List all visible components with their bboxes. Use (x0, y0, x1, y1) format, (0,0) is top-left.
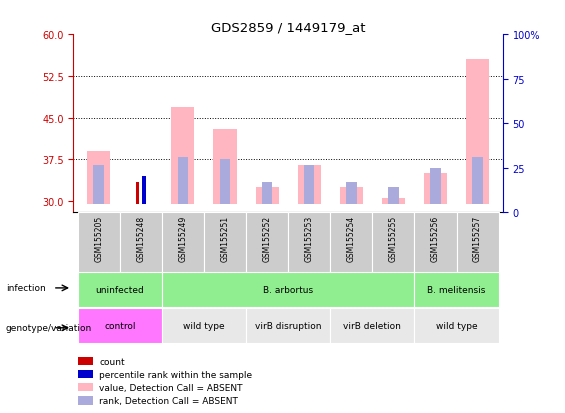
Text: rank, Detection Call = ABSENT: rank, Detection Call = ABSENT (99, 396, 238, 405)
Text: wild type: wild type (436, 322, 477, 330)
Bar (255, 188, 279, 204)
Bar (388, 188, 399, 204)
Bar (424, 174, 447, 204)
Bar (340, 188, 363, 204)
Bar (415, 309, 499, 344)
Text: infection: infection (6, 284, 46, 293)
Bar (262, 182, 272, 204)
Bar (430, 169, 441, 204)
Text: GSM155205: GSM155205 (94, 215, 103, 261)
Text: B. arbortus: B. arbortus (263, 286, 313, 294)
Bar (162, 309, 246, 344)
Bar (331, 213, 372, 273)
Bar (136, 182, 140, 204)
Text: count: count (99, 357, 125, 366)
Bar (162, 273, 415, 308)
Bar (382, 199, 405, 204)
Text: GSM155257: GSM155257 (473, 215, 482, 261)
Bar (457, 213, 499, 273)
Bar (372, 213, 415, 273)
Bar (466, 60, 489, 204)
Text: genotype/variation: genotype/variation (6, 323, 92, 332)
Bar (78, 370, 93, 378)
Title: GDS2859 / 1449179_at: GDS2859 / 1449179_at (211, 21, 366, 34)
Text: GSM155255: GSM155255 (389, 215, 398, 261)
Bar (472, 157, 483, 204)
Bar (77, 309, 162, 344)
Bar (304, 166, 315, 204)
Bar (214, 129, 237, 204)
Bar (77, 273, 162, 308)
Bar (77, 213, 120, 273)
Bar (220, 160, 231, 204)
Text: GSM155248: GSM155248 (136, 215, 145, 261)
Text: uninfected: uninfected (95, 286, 144, 294)
Text: GSM155252: GSM155252 (263, 215, 272, 261)
Text: percentile rank within the sample: percentile rank within the sample (99, 370, 253, 379)
Text: GSM155249: GSM155249 (179, 215, 188, 261)
Bar (246, 309, 331, 344)
Text: wild type: wild type (183, 322, 225, 330)
Bar (246, 213, 288, 273)
Text: GSM155254: GSM155254 (347, 215, 356, 261)
Bar (162, 213, 204, 273)
Bar (346, 182, 357, 204)
Bar (288, 213, 331, 273)
Bar (78, 357, 93, 366)
Bar (298, 166, 321, 204)
Bar (93, 166, 104, 204)
Bar (87, 152, 110, 204)
Bar (415, 213, 457, 273)
Bar (415, 273, 499, 308)
Text: value, Detection Call = ABSENT: value, Detection Call = ABSENT (99, 383, 243, 392)
Bar (171, 107, 194, 204)
Text: GSM155253: GSM155253 (305, 215, 314, 261)
Text: GSM155251: GSM155251 (220, 215, 229, 261)
Text: control: control (104, 322, 136, 330)
Bar (120, 213, 162, 273)
Bar (142, 177, 146, 204)
Bar (331, 309, 415, 344)
Bar (78, 396, 93, 405)
Bar (177, 157, 188, 204)
Bar (204, 213, 246, 273)
Text: B. melitensis: B. melitensis (427, 286, 486, 294)
Text: GSM155256: GSM155256 (431, 215, 440, 261)
Bar (78, 383, 93, 392)
Text: virB deletion: virB deletion (344, 322, 401, 330)
Text: virB disruption: virB disruption (255, 322, 321, 330)
